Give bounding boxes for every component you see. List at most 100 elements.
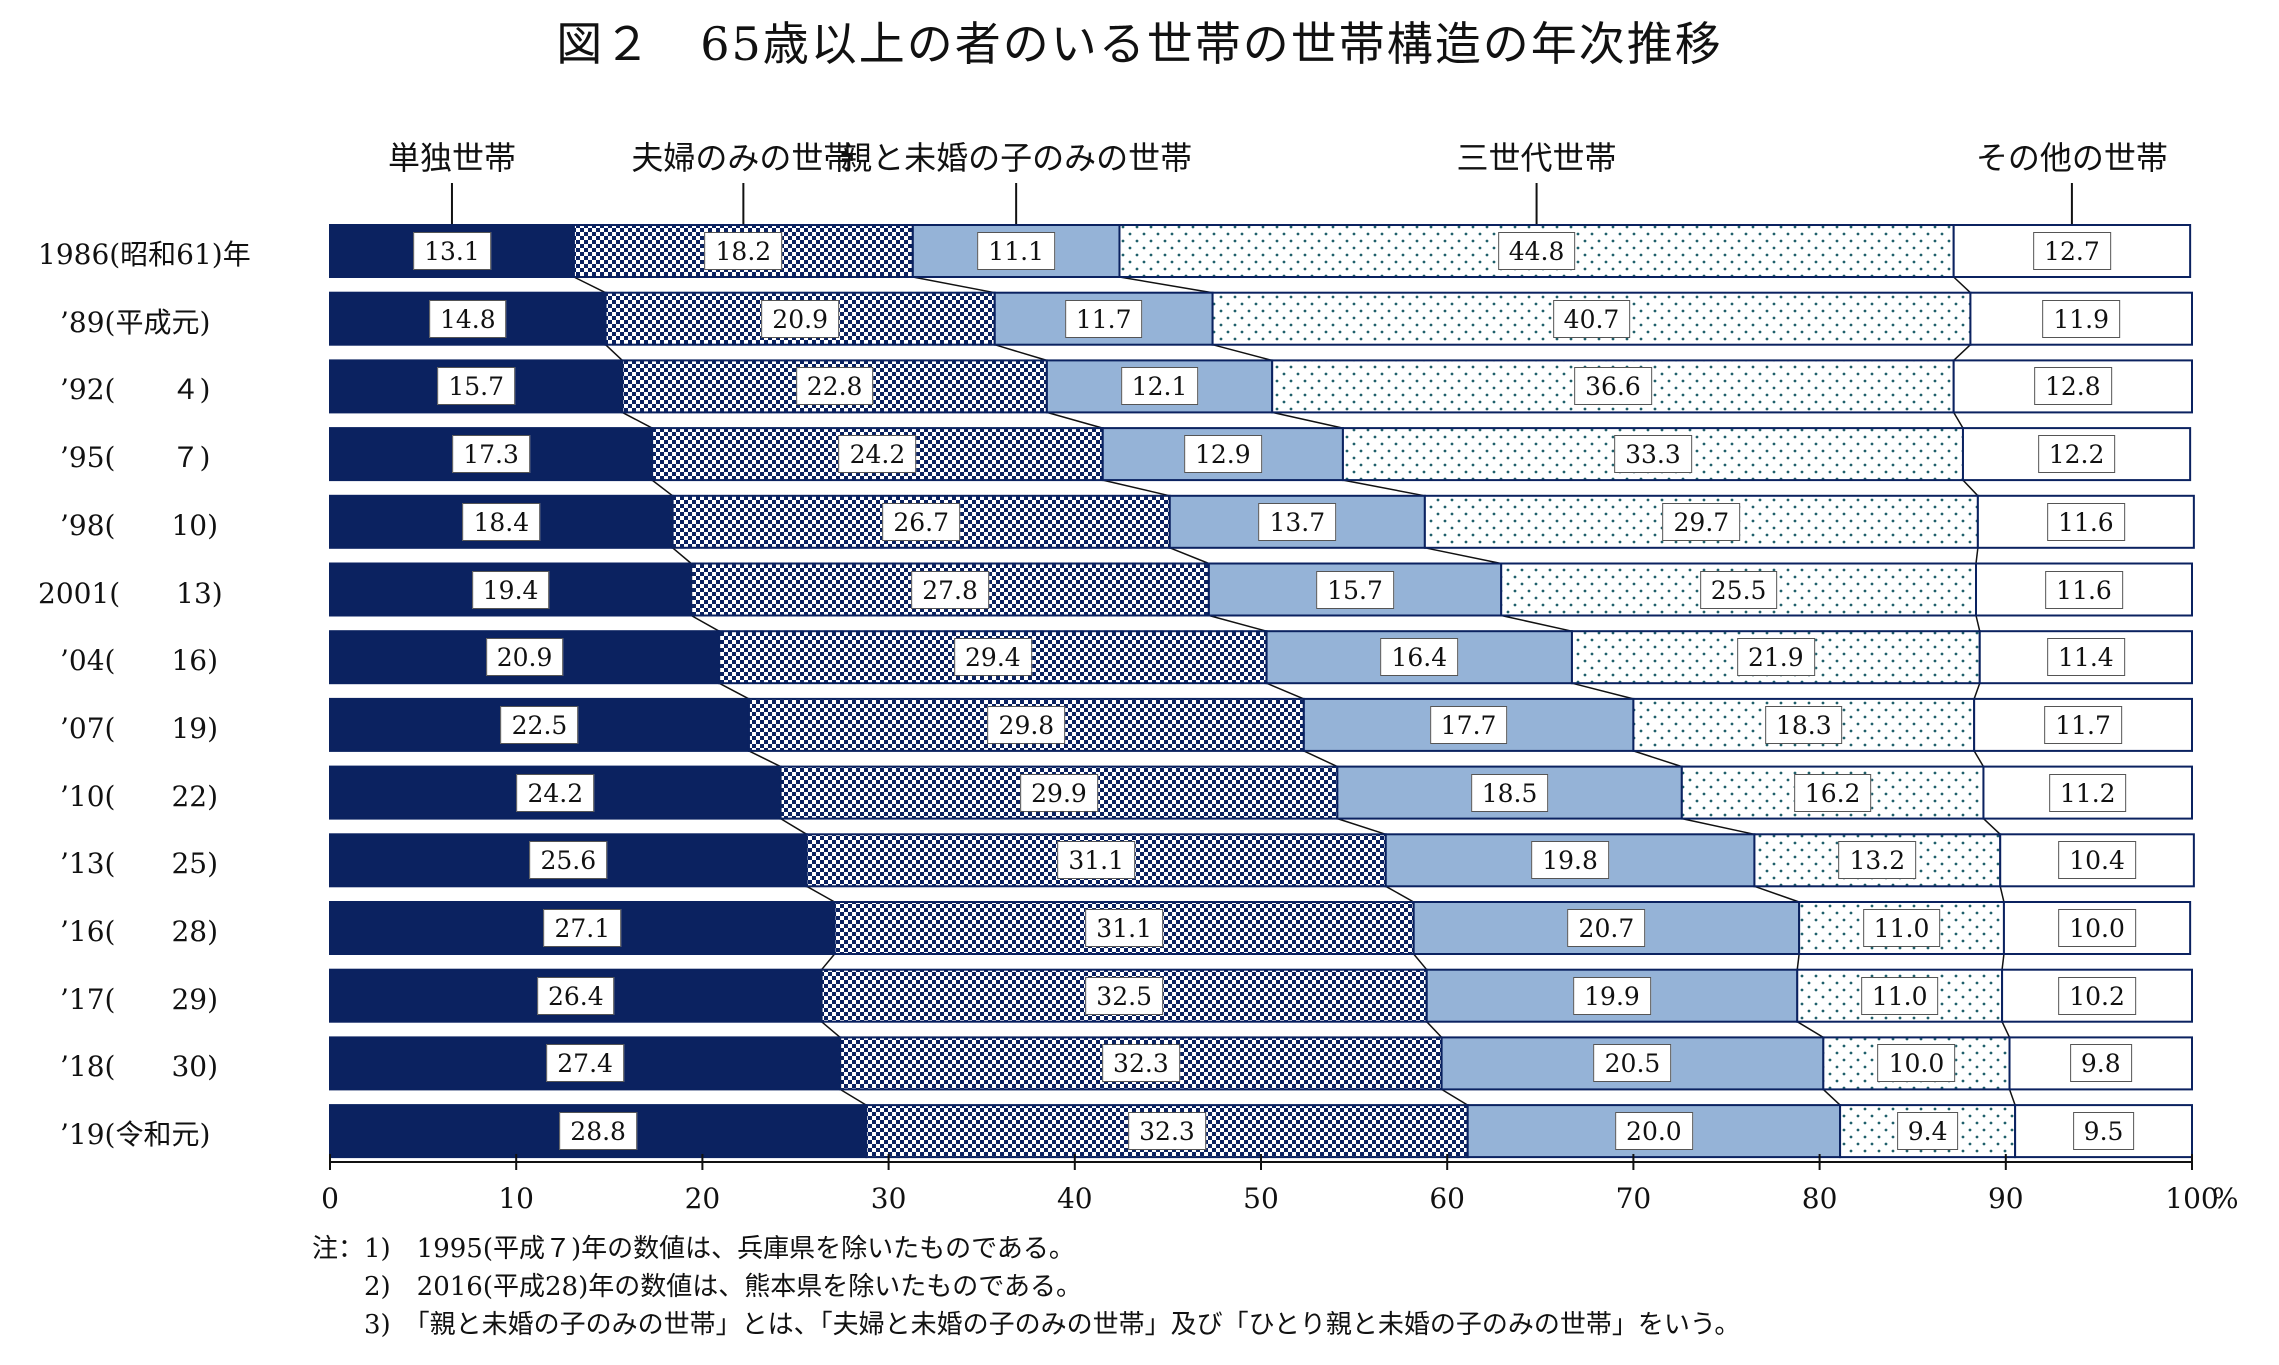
value-label-row-7-series-0: 22.5 xyxy=(500,705,579,744)
connector-row-0-boundary-2 xyxy=(1119,276,1213,294)
connector-row-10-boundary-2 xyxy=(1796,953,1800,970)
x-tick-label-3: 30 xyxy=(870,1182,907,1215)
value-label-row-9-series-2: 19.8 xyxy=(1531,841,1609,880)
value-label-row-5-series-2: 15.7 xyxy=(1316,570,1394,609)
value-label-row-4-series-0: 18.4 xyxy=(462,502,541,541)
value-label-row-5-series-0: 19.4 xyxy=(471,570,550,609)
connector-row-2-boundary-0 xyxy=(621,411,653,429)
connector-row-11-boundary-3 xyxy=(2001,1021,2011,1038)
value-label-row-10-series-4: 10.0 xyxy=(2058,909,2136,947)
value-label-row-4-series-3: 29.7 xyxy=(1662,502,1741,541)
value-label-row-0-series-1: 18.2 xyxy=(704,232,783,270)
note-2: 3) 「親と未婚の子のみの世帯」とは、「夫婦と未婚の子のみの世帯」及び「ひとり親… xyxy=(312,1310,1741,1340)
connector-row-2-boundary-3 xyxy=(1953,412,1964,429)
connector-row-5-boundary-2 xyxy=(1501,614,1573,632)
value-label-row-3-series-4: 12.2 xyxy=(2037,435,2116,474)
x-tick-label-7: 70 xyxy=(1615,1182,1652,1215)
connector-row-0-boundary-0 xyxy=(573,276,606,294)
value-label-row-1-series-4: 11.9 xyxy=(2042,299,2121,338)
x-tick-label-9: 90 xyxy=(1987,1182,2024,1215)
connector-row-3-boundary-1 xyxy=(1102,479,1170,497)
connector-row-12-boundary-1 xyxy=(1441,1088,1469,1106)
row-label-4: ’98( 10) xyxy=(60,508,219,542)
legend-label-3: 三世代世帯 xyxy=(1456,139,1617,177)
value-label-row-0-series-3: 44.8 xyxy=(1497,232,1576,270)
x-tick-label-1: 10 xyxy=(498,1182,535,1215)
value-label-row-11-series-1: 32.5 xyxy=(1085,976,1163,1015)
row-label-8: ’10( 22) xyxy=(60,779,219,813)
value-label-row-0-series-0: 13.1 xyxy=(413,232,491,270)
connector-row-0-boundary-3 xyxy=(1953,276,1971,294)
bars xyxy=(329,224,2195,1159)
connector-row-8-boundary-0 xyxy=(780,817,808,835)
value-label-row-11-series-2: 19.9 xyxy=(1573,976,1651,1015)
value-label-row-9-series-0: 25.6 xyxy=(529,841,608,880)
x-tick-label-5: 50 xyxy=(1243,1182,1279,1215)
connector-row-2-boundary-1 xyxy=(1046,411,1103,429)
value-label-row-13-series-1: 32.3 xyxy=(1128,1112,1206,1151)
connector-row-4-boundary-0 xyxy=(672,547,692,565)
connector-row-11-boundary-1 xyxy=(1426,1021,1443,1038)
value-label-row-2-series-4: 12.8 xyxy=(2033,367,2112,406)
connector-row-4-boundary-1 xyxy=(1169,547,1210,565)
value-label-row-11-series-3: 11.0 xyxy=(1860,976,1939,1015)
x-axis xyxy=(329,1154,2193,1170)
legend-label-4: その他の世帯 xyxy=(1975,139,2168,177)
connector-row-10-boundary-1 xyxy=(1413,953,1428,971)
value-label-row-6-series-3: 21.9 xyxy=(1736,638,1815,677)
value-label-row-1-series-1: 20.9 xyxy=(761,299,839,338)
connector-row-2-boundary-2 xyxy=(1272,411,1344,429)
connector-row-5-boundary-0 xyxy=(690,614,720,632)
value-label-row-8-series-3: 16.2 xyxy=(1793,773,1872,812)
connector-row-6-boundary-0 xyxy=(718,682,750,700)
value-label-row-12-series-3: 10.0 xyxy=(1877,1044,1956,1083)
value-label-row-10-series-2: 20.7 xyxy=(1567,909,1646,947)
connector-row-3-boundary-2 xyxy=(1342,479,1425,497)
value-label-row-12-series-0: 27.4 xyxy=(546,1044,624,1083)
value-label-row-5-series-1: 27.8 xyxy=(911,570,989,609)
value-label-row-5-series-3: 25.5 xyxy=(1699,570,1778,609)
connector-row-0-boundary-1 xyxy=(912,276,995,294)
connector-row-5-boundary-3 xyxy=(1975,615,1981,632)
value-label-row-8-series-1: 29.9 xyxy=(1020,773,1098,812)
row-label-0: 1986(昭和61)年 xyxy=(38,238,251,271)
connector-row-8-boundary-3 xyxy=(1982,818,2001,835)
x-tick-label-0: 0 xyxy=(321,1182,339,1215)
value-label-row-13-series-0: 28.8 xyxy=(559,1112,637,1151)
connector-row-9-boundary-0 xyxy=(806,885,835,903)
connector-row-8-boundary-1 xyxy=(1337,817,1386,836)
connector-row-1-boundary-1 xyxy=(994,343,1048,362)
connector-row-7-boundary-0 xyxy=(748,750,781,768)
value-label-row-7-series-2: 17.7 xyxy=(1429,705,1508,744)
x-tick-label-10: 100 xyxy=(2165,1182,2219,1215)
value-label-row-2-series-3: 36.6 xyxy=(1574,367,1652,406)
connector-row-4-boundary-3 xyxy=(1975,547,1979,564)
value-label-row-2-series-2: 12.1 xyxy=(1120,367,1199,406)
connector-row-5-boundary-1 xyxy=(1208,614,1267,632)
connector-row-1-boundary-3 xyxy=(1953,344,1971,361)
value-label-row-6-series-2: 16.4 xyxy=(1380,638,1459,677)
chart-title: 図２ 65歳以上の者のいる世帯の世帯構造の年次推移 xyxy=(556,17,1723,71)
row-label-13: ’19(令和元) xyxy=(60,1118,211,1152)
value-label-row-1-series-3: 40.7 xyxy=(1552,299,1631,338)
value-label-row-3-series-1: 24.2 xyxy=(838,435,917,474)
connector-row-7-boundary-3 xyxy=(1973,750,1985,767)
connector-row-3-boundary-0 xyxy=(651,479,674,497)
connector-row-11-boundary-0 xyxy=(821,1021,841,1038)
row-label-9: ’13( 25) xyxy=(60,847,219,881)
value-label-row-3-series-3: 33.3 xyxy=(1614,435,1692,474)
legend-label-2: 親と未婚の子のみの世帯 xyxy=(840,139,1193,177)
connector-row-8-boundary-2 xyxy=(1681,817,1755,836)
row-label-10: ’16( 28) xyxy=(60,915,219,948)
row-label-6: ’04( 16) xyxy=(60,644,219,678)
x-tick-label-8: 80 xyxy=(1801,1182,1838,1215)
connector-row-4-boundary-2 xyxy=(1424,547,1502,565)
value-label-row-6-series-1: 29.4 xyxy=(954,638,1032,677)
row-label-5: 2001( 13) xyxy=(38,576,223,610)
connector-row-6-boundary-1 xyxy=(1266,682,1305,700)
value-label-row-1-series-2: 11.7 xyxy=(1064,299,1143,338)
value-label-row-4-series-2: 13.7 xyxy=(1258,502,1337,541)
value-label-row-2-series-0: 15.7 xyxy=(437,367,515,406)
